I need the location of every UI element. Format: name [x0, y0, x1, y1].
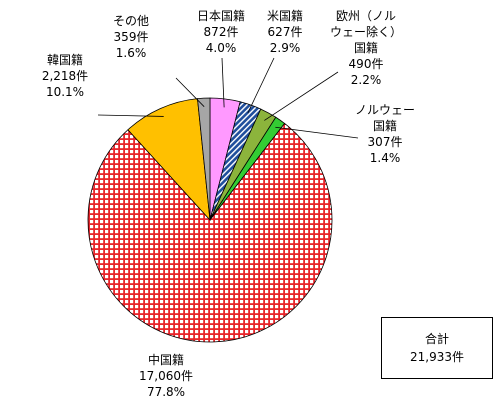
slice-label-line: 307件	[368, 135, 403, 149]
slice-label-line: 米国籍	[267, 8, 303, 23]
leader-line-3	[275, 126, 359, 139]
slice-label-line: その他	[113, 14, 149, 28]
slice-label-line: 490件	[349, 57, 384, 71]
slice-label-line: 中国籍	[148, 352, 184, 367]
total-value: 21,933件	[410, 350, 464, 364]
leader-lines	[97, 57, 359, 139]
slice-label-line: 872件	[204, 25, 239, 39]
slice-label-line: ウェー除く）	[330, 24, 402, 39]
slice-label-line: 国籍	[354, 40, 378, 55]
slice-label-line: ノルウェー	[355, 103, 415, 117]
total-box: 合計 21,933件	[381, 317, 493, 379]
slice-label-line: 10.1%	[46, 85, 84, 99]
leader-line-2	[264, 71, 339, 121]
pie-slice-4	[87, 122, 333, 343]
leader-line-0	[221, 57, 225, 108]
leader-line-1	[247, 57, 275, 114]
slice-label-line: 2.9%	[270, 41, 301, 55]
slice-label-3: ノルウェー国籍 307件 1.4%	[355, 103, 415, 165]
slice-label-line: 359件	[114, 30, 149, 44]
slice-label-6: その他 359件 1.6%	[113, 14, 149, 60]
slice-label-line: 2.2%	[351, 73, 382, 87]
slice-label-line: 1.6%	[116, 46, 147, 60]
slice-label-line: 627件	[268, 25, 303, 39]
total-title: 合計	[424, 332, 449, 346]
slice-label-line: 17,060件	[139, 369, 193, 383]
slice-label-line: 国籍	[373, 118, 397, 133]
pie-slices	[87, 97, 333, 343]
slice-label-line: 1.4%	[370, 151, 401, 165]
leader-line-6	[175, 77, 205, 107]
slice-label-2: 欧州（ノルウェー除く）国籍 490件 2.2%	[330, 9, 402, 87]
slice-label-line: 欧州（ノル	[336, 9, 396, 23]
leader-line-5	[97, 114, 164, 117]
slice-label-line: 韓国籍	[47, 52, 83, 67]
slice-label-line: 4.0%	[206, 41, 237, 55]
pie-slice-6	[197, 97, 211, 221]
slice-label-4: 中国籍 17,060件 77.8%	[139, 352, 193, 399]
slice-label-0: 日本国籍 872件 4.0%	[197, 8, 245, 55]
slice-label-line: 日本国籍	[197, 8, 245, 23]
slice-labels: 日本国籍 872件 4.0%米国籍 627件 2.9%欧州（ノルウェー除く）国籍 490件…	[42, 8, 415, 399]
slice-label-5: 韓国籍 2,218件 10.1%	[42, 52, 88, 99]
slice-label-line: 77.8%	[147, 385, 185, 399]
slice-label-1: 米国籍 627件 2.9%	[267, 8, 303, 55]
slice-label-line: 2,218件	[42, 69, 88, 83]
